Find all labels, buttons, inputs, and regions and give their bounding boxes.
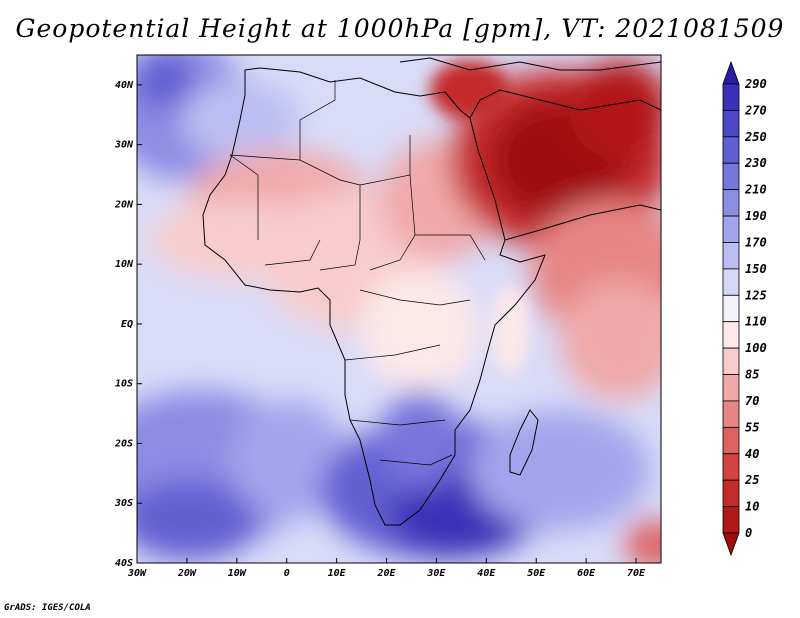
colorbar-label: 0 xyxy=(745,526,752,540)
x-tick-label: 0 xyxy=(284,568,290,579)
colorbar-swatch xyxy=(722,374,740,402)
colorbar-label: 170 xyxy=(745,235,767,249)
colorbar-label: 190 xyxy=(745,209,767,223)
colorbar-label: 110 xyxy=(745,315,767,329)
colorbar-label: 150 xyxy=(745,262,767,276)
colorbar-swatch xyxy=(722,400,740,428)
colorbar-label: 210 xyxy=(744,183,767,197)
height-field xyxy=(137,55,661,563)
x-tick-label: 60E xyxy=(577,568,596,579)
x-tick-label: 20E xyxy=(376,568,396,579)
x-tick-label: 40E xyxy=(477,568,496,579)
x-tick-label: 30W xyxy=(127,568,147,579)
colorbar-swatch xyxy=(722,215,740,243)
y-tick-label: 10N xyxy=(115,259,134,270)
colorbar-swatch xyxy=(722,347,740,375)
y-tick-label: 40N xyxy=(115,80,134,91)
colorbar-label: 100 xyxy=(745,341,767,355)
colorbar-label: 40 xyxy=(745,447,759,461)
y-tick-label: 30S xyxy=(114,498,133,509)
colorbar-swatch xyxy=(722,83,740,111)
x-tick-label: 50E xyxy=(527,568,546,579)
footer-credit: GrADS: IGES/COLA xyxy=(4,603,91,613)
colorbar-swatch xyxy=(722,110,740,138)
colorbar-label: 25 xyxy=(744,473,759,487)
x-tick-label: 10W xyxy=(228,568,247,579)
colorbar-swatch xyxy=(722,426,740,455)
colorbar-swatch xyxy=(722,268,740,296)
map-title: Geopotential Height at 1000hPa [gpm], VT… xyxy=(15,14,785,43)
colorbar-label: 125 xyxy=(745,288,767,302)
x-tick-label: 30E xyxy=(426,568,446,579)
colorbar-swatch xyxy=(722,479,740,507)
colorbar-label: 290 xyxy=(744,77,767,91)
y-tick-label: 20S xyxy=(114,438,133,449)
colorbar-swatch xyxy=(722,294,740,323)
y-tick-label: EQ xyxy=(121,319,133,330)
colorbar-label: 85 xyxy=(745,368,759,382)
colorbar-swatch xyxy=(722,321,740,349)
x-tick-label: 20W xyxy=(177,568,197,579)
colorbar-label: 270 xyxy=(744,103,767,117)
map-frame xyxy=(136,54,662,564)
colorbar-swatch xyxy=(722,136,740,164)
colorbar-swatch xyxy=(722,60,740,85)
colorbar-label: 250 xyxy=(744,130,767,144)
x-axis: 30W 20W 10W 0 10E 20E 30E 40E 50E 60E 70E xyxy=(127,558,646,579)
colorbar-swatch xyxy=(722,162,740,191)
x-tick-label: 10E xyxy=(328,568,347,579)
colorbar-label: 10 xyxy=(745,500,759,514)
x-tick-label: 70E xyxy=(627,568,646,579)
y-tick-label: 40S xyxy=(115,558,133,569)
y-tick-label: 20N xyxy=(114,199,134,210)
colorbar-swatch xyxy=(722,532,740,557)
colorbar-label: 55 xyxy=(745,420,759,434)
country-borders xyxy=(229,80,486,466)
colorbar-swatch xyxy=(722,453,740,481)
colorbar-label: 70 xyxy=(745,394,759,408)
y-tick-label: 30N xyxy=(114,140,134,151)
colorbar-swatch xyxy=(722,189,740,217)
y-axis: 40N 30N 20N 10N EQ 10S 20S 30S 40S xyxy=(114,80,142,569)
y-tick-label: 10S xyxy=(115,379,133,390)
colorbar-swatch xyxy=(722,506,740,534)
colorbar: 2902702502302101901701501251101008570554… xyxy=(722,60,767,557)
colorbar-label: 230 xyxy=(744,156,767,170)
colorbar-swatch xyxy=(722,242,740,270)
coastlines xyxy=(202,57,661,526)
